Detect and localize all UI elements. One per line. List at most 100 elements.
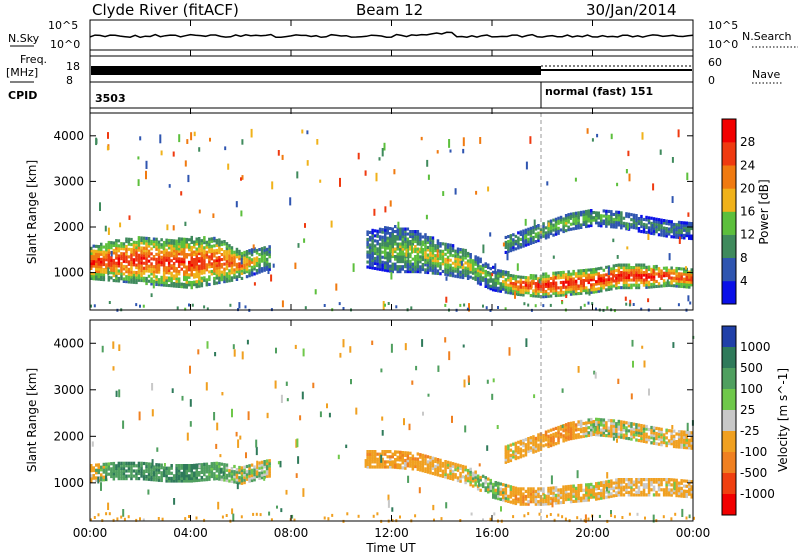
heatmap-cell: [592, 285, 595, 289]
heatmap-cell: [512, 248, 515, 252]
heatmap-cell: [512, 276, 515, 280]
heatmap-cell: [215, 477, 219, 481]
heatmap-cell: [436, 259, 440, 263]
heatmap-cell: [115, 466, 118, 470]
heatmap-cell: [620, 221, 623, 225]
heatmap-cell: [433, 518, 435, 522]
heatmap-cell: [120, 471, 123, 476]
heatmap-cell: [454, 269, 457, 273]
heatmap-cell: [248, 274, 251, 278]
heatmap-cell: [655, 426, 658, 430]
heatmap-cell: [542, 439, 545, 443]
heatmap-cell: [478, 463, 481, 467]
heatmap-cell: [602, 276, 606, 280]
heatmap-cell: [683, 277, 686, 281]
heatmap-cell: [382, 301, 385, 310]
heatmap-cell: [537, 226, 540, 230]
heatmap-cell: [223, 240, 226, 244]
heatmap-cell: [399, 255, 402, 259]
heatmap-cell: [429, 461, 432, 465]
heatmap-cell: [577, 486, 580, 490]
heatmap-cell: [177, 259, 181, 263]
heatmap-cell: [577, 494, 580, 498]
heatmap-cell: [396, 252, 399, 256]
heatmap-cell: [279, 460, 282, 468]
heatmap-cell: [547, 434, 550, 438]
heatmap-cell: [230, 263, 234, 267]
heatmap-cell: [152, 275, 156, 279]
heatmap-cell: [600, 494, 603, 498]
heatmap-cell: [519, 442, 523, 446]
heatmap-cell: [419, 453, 422, 457]
heatmap-cell: [220, 243, 224, 247]
heatmap-cell: [142, 269, 146, 273]
heatmap-cell: [509, 487, 513, 491]
heatmap-cell: [504, 448, 508, 452]
heatmap-cell: [630, 480, 633, 484]
heatmap-cell: [243, 465, 246, 469]
heatmap-cell: [419, 232, 422, 236]
heatmap-cell: [248, 260, 251, 267]
heatmap-cell: [280, 394, 283, 403]
heatmap-cell: [429, 248, 432, 252]
colorbar-tick-label: -25: [740, 424, 760, 438]
heatmap-cell: [600, 496, 603, 500]
heatmap-cell: [595, 482, 598, 486]
heatmap-cell: [499, 284, 502, 288]
heatmap-cell: [557, 273, 560, 277]
heatmap-cell: [617, 483, 621, 487]
heatmap-cell: [579, 284, 583, 288]
heatmap-cell: [677, 484, 681, 488]
heatmap-cell: [504, 486, 508, 490]
heatmap-cell: [632, 221, 636, 225]
heatmap-cell: [637, 431, 641, 435]
heatmap-cell: [419, 247, 422, 251]
heatmap-cell: [395, 305, 398, 309]
heatmap-cell: [100, 265, 103, 269]
heatmap-cell: [381, 416, 384, 421]
heatmap-cell: [607, 484, 611, 489]
heatmap-cell: [230, 479, 234, 483]
x-tick-label: 12:00: [374, 526, 409, 540]
heatmap-cell: [470, 512, 473, 516]
heatmap-cell: [271, 181, 274, 190]
heatmap-cell: [250, 463, 254, 467]
heatmap-cell: [185, 270, 188, 274]
heatmap-cell: [203, 238, 206, 242]
heatmap-cell: [514, 242, 518, 246]
heatmap-cell: [667, 441, 671, 446]
heatmap-cell: [582, 281, 585, 285]
heatmap-cell: [233, 472, 236, 476]
heatmap-cell: [672, 342, 675, 348]
heatmap-cell: [529, 229, 533, 233]
heatmap-cell: [142, 251, 146, 255]
heatmap-cell: [660, 443, 663, 447]
heatmap-cell: [514, 501, 518, 506]
heatmap-cell: [112, 341, 115, 349]
heatmap-cell: [381, 238, 384, 242]
heatmap-cell: [529, 239, 533, 243]
heatmap-cell: [258, 253, 261, 257]
heatmap-cell: [451, 469, 455, 473]
heatmap-cell: [183, 466, 186, 470]
heatmap-cell: [145, 269, 148, 273]
heatmap-cell: [233, 273, 236, 277]
heatmap-cell: [371, 452, 374, 456]
heatmap-cell: [690, 222, 693, 226]
heatmap-cell: [622, 273, 626, 277]
heatmap-cell: [612, 238, 615, 243]
heatmap-cell: [177, 279, 181, 283]
heatmap-cell: [90, 256, 93, 260]
heatmap-cell: [364, 170, 367, 176]
heatmap-cell: [527, 447, 530, 451]
heatmap-cell: [195, 282, 198, 286]
heatmap-cell: [469, 255, 472, 259]
heatmap-cell: [564, 433, 568, 437]
heatmap-cell: [597, 425, 600, 429]
heatmap-cell: [155, 465, 158, 469]
heatmap-cell: [92, 468, 95, 473]
heatmap-cell: [549, 232, 553, 236]
heatmap-cell: [235, 275, 239, 279]
heatmap-cell: [446, 463, 450, 467]
heatmap-cell: [567, 218, 570, 222]
